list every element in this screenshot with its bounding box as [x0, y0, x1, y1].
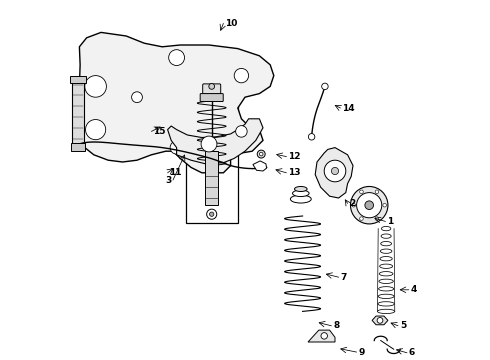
Ellipse shape: [381, 242, 392, 246]
Text: 12: 12: [288, 152, 301, 161]
Circle shape: [169, 50, 185, 66]
Circle shape: [209, 84, 215, 89]
Text: 7: 7: [341, 273, 347, 282]
Polygon shape: [308, 330, 335, 342]
Text: 11: 11: [170, 168, 182, 177]
Circle shape: [257, 150, 265, 158]
Circle shape: [234, 68, 248, 83]
Text: 9: 9: [358, 348, 365, 356]
Ellipse shape: [294, 186, 307, 192]
Circle shape: [352, 203, 356, 207]
Circle shape: [259, 152, 263, 156]
FancyBboxPatch shape: [200, 94, 223, 102]
Polygon shape: [253, 161, 267, 171]
Circle shape: [132, 92, 143, 103]
Polygon shape: [79, 32, 274, 173]
Circle shape: [170, 141, 183, 154]
Circle shape: [357, 193, 382, 218]
Circle shape: [207, 209, 217, 219]
Circle shape: [377, 318, 383, 323]
Circle shape: [375, 190, 379, 194]
Ellipse shape: [378, 294, 394, 298]
Circle shape: [331, 167, 339, 175]
Circle shape: [360, 217, 363, 220]
Ellipse shape: [377, 309, 395, 314]
Circle shape: [308, 134, 315, 140]
Circle shape: [201, 136, 217, 152]
Ellipse shape: [379, 287, 393, 291]
Ellipse shape: [380, 264, 392, 269]
Ellipse shape: [378, 302, 394, 306]
Text: 4: 4: [411, 285, 417, 294]
Ellipse shape: [379, 279, 393, 283]
Text: 5: 5: [400, 321, 406, 330]
Ellipse shape: [293, 190, 309, 197]
Bar: [71, 143, 85, 151]
Text: 15: 15: [153, 127, 166, 136]
Bar: [186, 83, 238, 223]
Circle shape: [365, 201, 373, 210]
Text: 8: 8: [333, 321, 340, 330]
Text: 13: 13: [288, 168, 301, 177]
Circle shape: [86, 120, 106, 140]
Circle shape: [350, 186, 388, 224]
Circle shape: [236, 126, 247, 137]
Circle shape: [321, 333, 327, 339]
Circle shape: [85, 76, 106, 97]
Ellipse shape: [381, 234, 391, 238]
Circle shape: [321, 83, 328, 90]
Circle shape: [375, 217, 379, 220]
Circle shape: [324, 160, 346, 182]
Ellipse shape: [380, 257, 392, 261]
Bar: [205, 151, 218, 205]
Circle shape: [360, 190, 363, 194]
Polygon shape: [315, 148, 353, 198]
Polygon shape: [372, 316, 388, 325]
Text: 1: 1: [387, 217, 393, 226]
Ellipse shape: [291, 195, 311, 203]
Text: 2: 2: [349, 199, 356, 208]
Circle shape: [383, 203, 387, 207]
Text: 3: 3: [165, 176, 171, 185]
Bar: [70, 76, 86, 83]
Ellipse shape: [381, 226, 391, 231]
Ellipse shape: [380, 249, 392, 253]
Bar: [72, 79, 84, 144]
Text: 14: 14: [342, 104, 355, 113]
Text: 6: 6: [409, 348, 415, 357]
Text: 10: 10: [225, 19, 238, 28]
Ellipse shape: [379, 271, 393, 276]
Circle shape: [210, 212, 214, 216]
FancyBboxPatch shape: [203, 84, 220, 94]
Polygon shape: [168, 119, 263, 164]
